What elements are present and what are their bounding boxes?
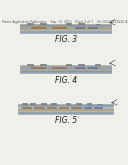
Bar [78,23,84,24]
Bar [20,31,111,32]
Text: FIG. 4: FIG. 4 [55,76,77,85]
Bar [84,107,91,108]
Text: FIG. 3: FIG. 3 [55,35,77,44]
Bar [18,110,113,111]
Bar [52,27,66,28]
Bar [20,66,111,67]
Bar [20,68,111,69]
Bar [40,64,46,65]
Bar [20,24,111,25]
Bar [52,67,66,68]
Bar [66,64,71,65]
Bar [20,69,111,70]
Bar [88,27,97,28]
Bar [20,65,111,66]
Bar [20,67,111,68]
Bar [66,103,70,104]
Text: FIG. 5: FIG. 5 [55,116,77,125]
Bar [20,27,111,28]
Bar [18,104,113,105]
Bar [27,64,33,65]
Bar [20,25,111,26]
Bar [20,26,111,27]
Bar [87,103,91,104]
Bar [94,107,102,108]
Bar [88,67,97,68]
Bar [20,28,111,29]
Bar [41,103,46,104]
Bar [31,67,45,68]
Bar [78,64,84,65]
Bar [18,109,113,110]
Bar [40,23,46,24]
Bar [18,113,113,114]
Bar [75,27,84,28]
Bar [76,103,81,104]
Bar [51,103,56,104]
Bar [59,107,68,108]
Bar [18,108,113,109]
Bar [31,27,45,28]
Bar [18,112,113,113]
Bar [27,23,33,24]
Text: Patent Application Publication    Sep. 13, 2012   Sheet 3 of 7    US 2012/022922: Patent Application Publication Sep. 13, … [2,20,128,24]
Bar [20,72,111,73]
Bar [95,64,100,65]
Bar [71,107,81,108]
Bar [75,67,84,68]
Bar [22,107,31,108]
Bar [20,29,111,31]
Bar [20,32,111,33]
Bar [30,103,35,104]
Bar [34,107,44,108]
Bar [20,70,111,71]
Bar [47,107,56,108]
Bar [18,105,113,106]
Bar [66,23,71,24]
Bar [22,103,26,104]
Bar [20,71,111,72]
